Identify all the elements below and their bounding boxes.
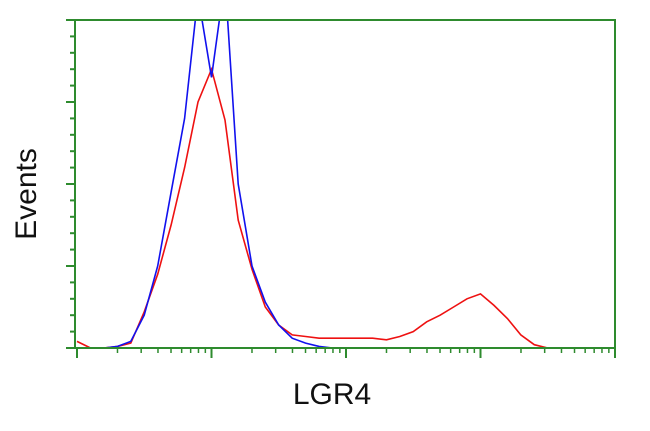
plot-frame xyxy=(74,19,616,349)
histogram-line xyxy=(76,66,615,348)
plot-lines xyxy=(76,20,615,348)
x-axis-label: LGR4 xyxy=(293,378,371,411)
histogram-line xyxy=(77,20,615,348)
y-axis-label: Events xyxy=(10,148,43,240)
